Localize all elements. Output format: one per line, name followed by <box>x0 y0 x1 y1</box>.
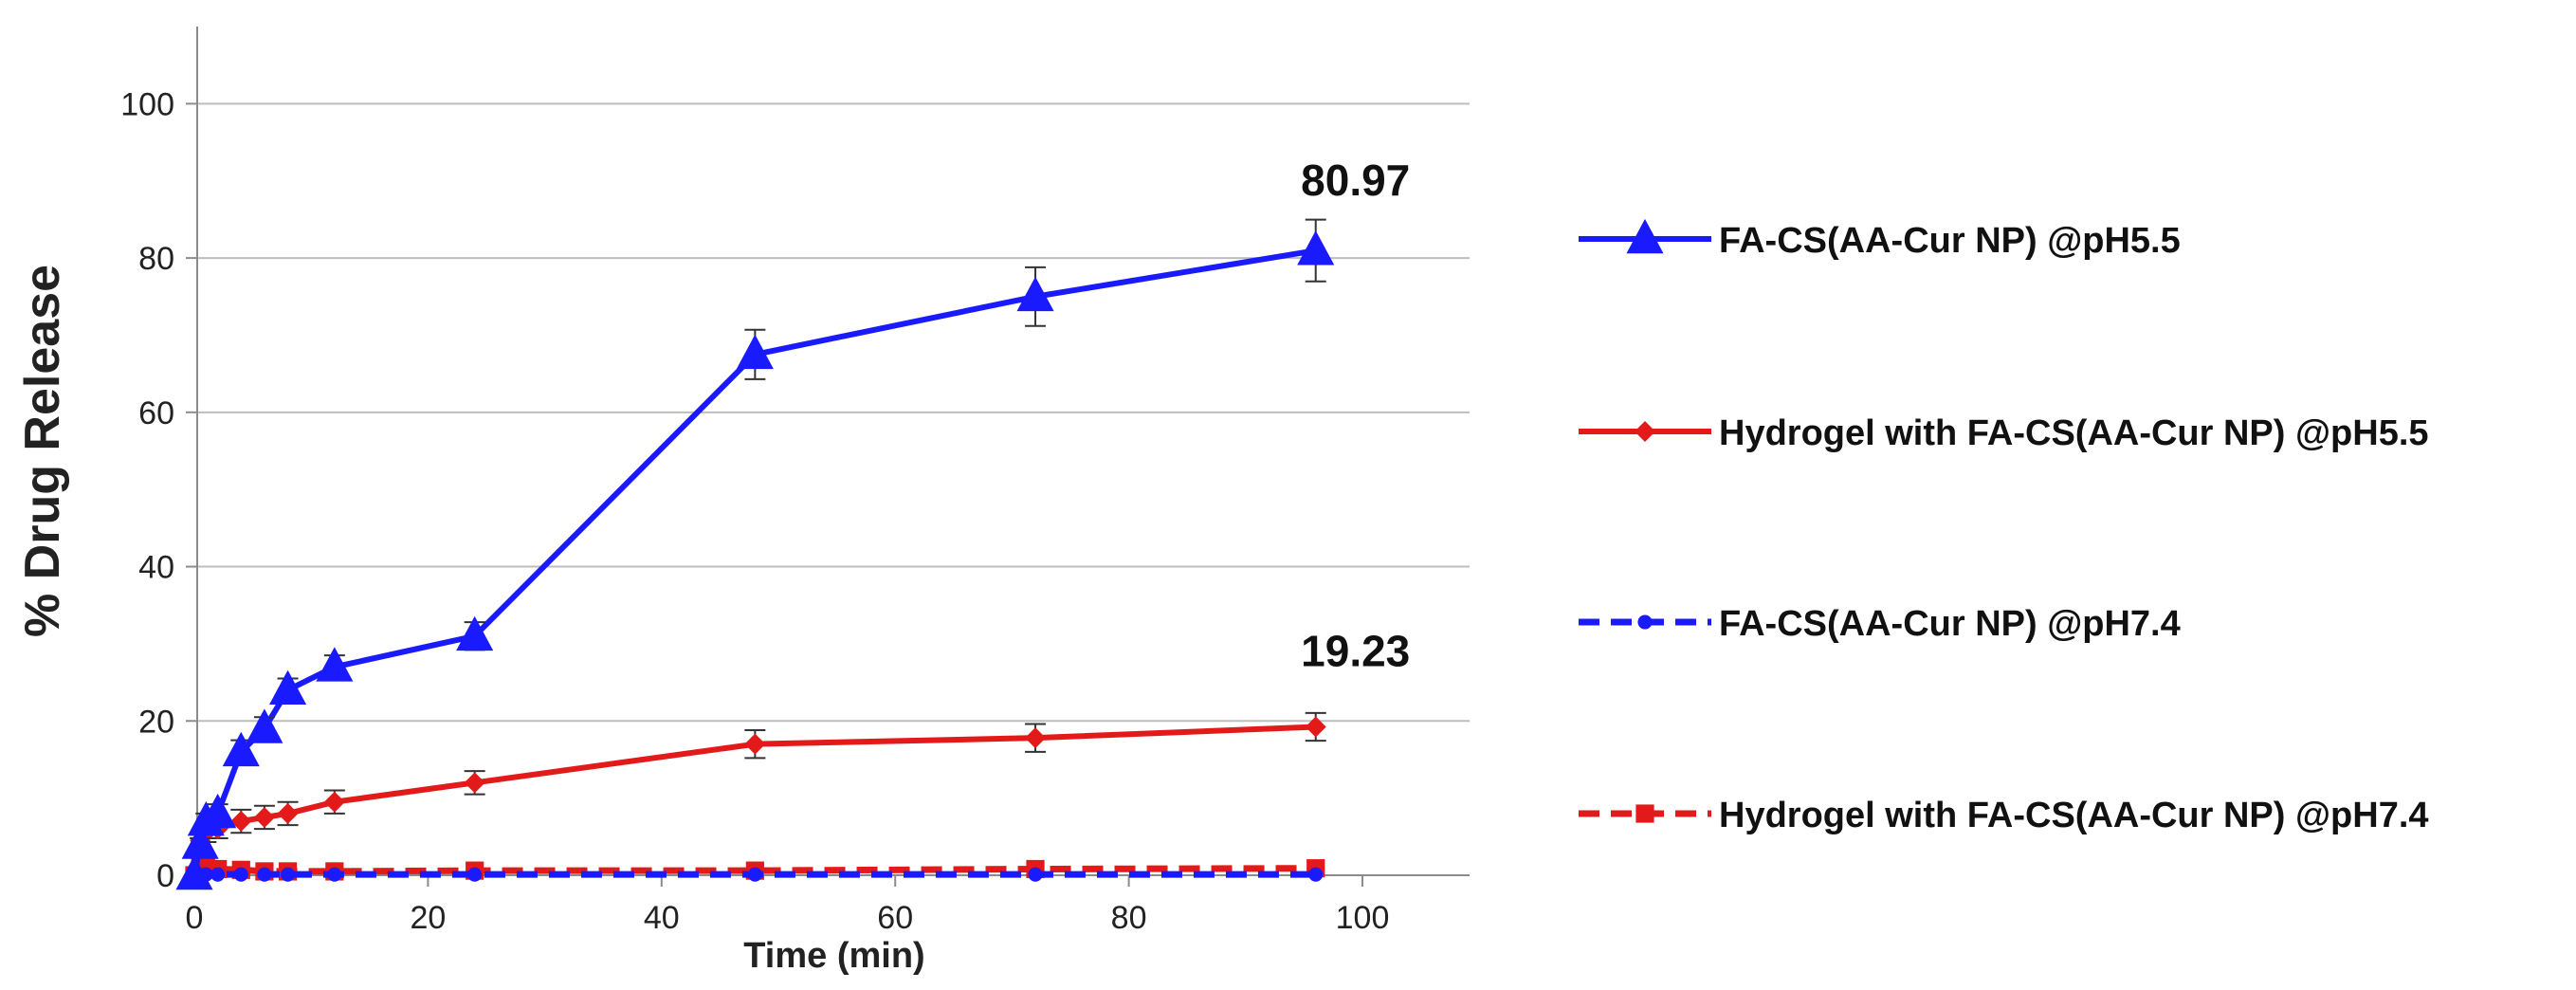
x-axis-title: Time (min) <box>743 936 924 976</box>
y-axis-title: % Drug Release <box>15 265 70 637</box>
x-tick-label: 60 <box>877 900 913 936</box>
x-tick-label: 20 <box>410 900 446 936</box>
legend-item-2: Hydrogel with FA-CS(AA-Cur NP) @pH5.5 <box>1579 413 2429 453</box>
marker-triangle <box>222 731 260 767</box>
x-tick-label: 40 <box>644 900 680 936</box>
marker-square <box>1635 804 1654 823</box>
marker-triangle <box>199 793 237 829</box>
y-tick-label: 100 <box>120 86 174 122</box>
y-tick-label: 80 <box>138 241 174 277</box>
marker-diamond <box>1305 716 1326 738</box>
marker-circle <box>257 867 272 882</box>
marker-circle <box>327 867 342 882</box>
marker-circle <box>233 867 248 882</box>
legend-item-1: FA-CS(AA-Cur NP) @pH5.5 <box>1579 218 2181 261</box>
series-1 <box>175 218 1335 890</box>
marker-circle <box>1637 614 1653 630</box>
marker-diamond <box>464 772 485 794</box>
legend-label: Hydrogel with FA-CS(AA-Cur NP) @pH7.4 <box>1719 796 2429 835</box>
marker-circle <box>281 867 296 882</box>
legend-item-3: FA-CS(AA-Cur NP) @pH7.4 <box>1579 604 2181 644</box>
marker-diamond <box>323 791 345 813</box>
marker-circle <box>747 867 762 882</box>
marker-circle <box>1308 867 1324 882</box>
marker-triangle <box>181 824 219 859</box>
data-label-1: 80.97 <box>1301 156 1410 205</box>
marker-triangle <box>269 669 307 706</box>
marker-triangle <box>246 708 283 743</box>
marker-triangle <box>456 615 494 651</box>
legend-item-4: Hydrogel with FA-CS(AA-Cur NP) @pH7.4 <box>1579 796 2429 835</box>
annotations: 80.97 19.23 <box>1301 156 1410 675</box>
legend-label: Hydrogel with FA-CS(AA-Cur NP) @pH5.5 <box>1719 413 2429 453</box>
y-tick-label: 40 <box>138 550 174 586</box>
series-3 <box>187 867 1324 883</box>
series-group <box>175 218 1335 890</box>
marker-triangle <box>1626 218 1664 254</box>
x-tick-label: 100 <box>1336 900 1390 936</box>
marker-diamond <box>744 733 766 755</box>
marker-diamond <box>253 806 275 828</box>
data-label-2: 19.23 <box>1301 627 1410 676</box>
marker-triangle <box>1016 276 1054 312</box>
x-tick-label: 80 <box>1111 900 1147 936</box>
marker-circle <box>210 867 226 882</box>
legend-label: FA-CS(AA-Cur NP) @pH5.5 <box>1719 221 2181 261</box>
marker-diamond <box>230 811 252 833</box>
marker-diamond <box>1025 727 1047 749</box>
y-tick-label: 20 <box>138 704 174 740</box>
marker-circle <box>467 867 483 882</box>
y-tick-label: 0 <box>156 858 174 894</box>
marker-diamond <box>277 802 299 824</box>
y-tick-label: 60 <box>138 395 174 431</box>
marker-triangle <box>736 334 774 370</box>
marker-circle <box>1028 867 1043 882</box>
marker-triangle <box>316 647 354 682</box>
marker-diamond <box>1635 421 1655 442</box>
series-line <box>191 856 1316 877</box>
legend: FA-CS(AA-Cur NP) @pH5.5 Hydrogel with FA-… <box>1579 218 2429 835</box>
marker-triangle <box>1297 230 1335 266</box>
marker-triangle <box>175 854 213 890</box>
x-tick-label: 0 <box>186 900 204 936</box>
legend-label: FA-CS(AA-Cur NP) @pH7.4 <box>1719 604 2181 644</box>
series-2 <box>184 711 1326 886</box>
gridlines <box>197 102 1470 723</box>
